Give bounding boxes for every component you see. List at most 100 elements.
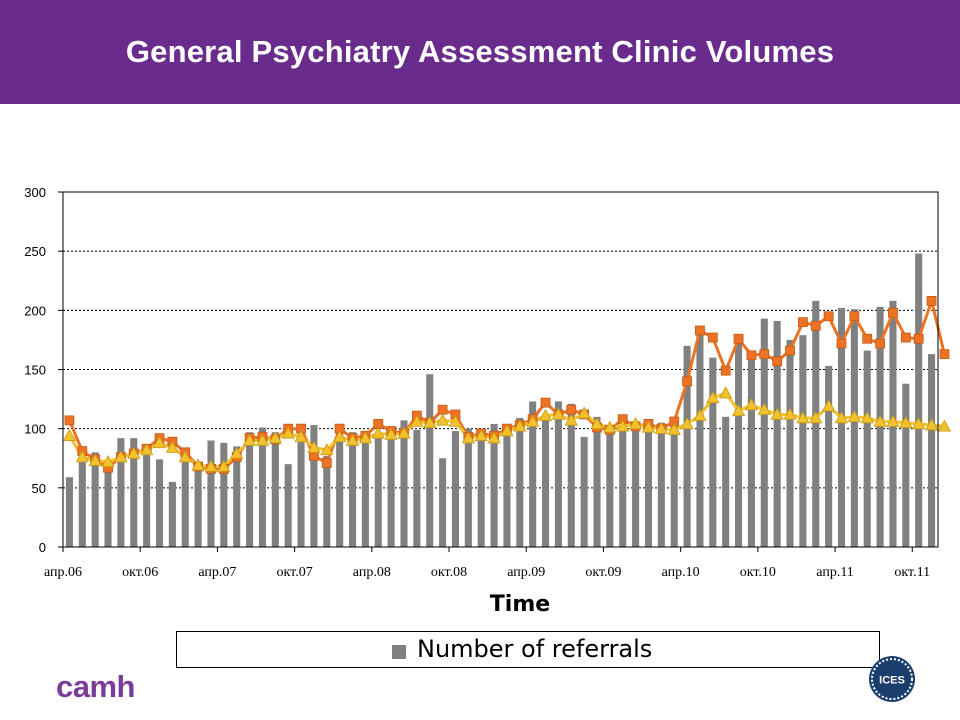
- line-point: [873, 414, 887, 427]
- bar: [516, 418, 524, 547]
- line-point: [101, 454, 115, 468]
- line-point: [320, 443, 334, 456]
- bar: [336, 428, 344, 547]
- bar: [928, 354, 936, 547]
- bar: [619, 429, 627, 547]
- line-point: [152, 436, 167, 449]
- line-point: [628, 417, 643, 430]
- line-point: [281, 426, 295, 439]
- line-point: [487, 431, 501, 444]
- line-point: [757, 402, 771, 415]
- line-point: [616, 419, 630, 432]
- line-point: [75, 450, 89, 463]
- x-tick-label: апр.10: [662, 565, 700, 580]
- bar: [529, 401, 537, 547]
- x-tick-label: окт.09: [585, 565, 621, 580]
- x-tick-label: апр.06: [44, 565, 82, 580]
- bar: [773, 320, 781, 547]
- line-point: [345, 433, 360, 446]
- line-point: [836, 338, 847, 349]
- line-point: [849, 311, 860, 322]
- line-point: [566, 404, 577, 415]
- line-point: [564, 413, 578, 426]
- bar: [541, 416, 550, 547]
- line-point: [809, 411, 823, 424]
- y-tick-label: 50: [32, 481, 46, 496]
- bar: [850, 309, 858, 547]
- bar: [554, 401, 562, 547]
- y-tick-label: 250: [24, 244, 46, 259]
- line-point: [88, 453, 102, 466]
- line-point: [139, 443, 154, 456]
- bar: [310, 425, 318, 547]
- line-point: [810, 320, 821, 331]
- x-tick-label: окт.07: [277, 565, 313, 580]
- bars: [65, 253, 936, 548]
- bar: [670, 416, 678, 547]
- line-point: [680, 417, 694, 430]
- y-tick-label: 200: [24, 303, 46, 318]
- x-tick-label: окт.06: [122, 565, 158, 580]
- bar: [863, 350, 871, 547]
- line-point: [900, 332, 911, 343]
- line-point: [731, 404, 746, 417]
- bar: [258, 427, 266, 547]
- line-point: [913, 333, 924, 344]
- x-tick-label: окт.10: [740, 565, 776, 580]
- line-point: [255, 433, 270, 446]
- bar: [657, 422, 665, 547]
- line-point: [733, 333, 744, 344]
- markers: [62, 295, 952, 474]
- line-point: [939, 349, 950, 360]
- line-point: [772, 356, 783, 367]
- line-point: [770, 407, 784, 420]
- bar: [361, 432, 369, 547]
- line-point: [127, 446, 141, 459]
- line-point: [924, 418, 939, 431]
- line-point: [577, 406, 591, 419]
- bar: [812, 300, 820, 547]
- bar: [477, 434, 485, 547]
- y-tick-label: 300: [24, 185, 46, 200]
- line-point: [590, 417, 604, 430]
- line-point: [888, 307, 898, 318]
- bar: [786, 339, 794, 547]
- bar: [168, 481, 176, 547]
- bar: [65, 477, 73, 547]
- line-point: [759, 349, 770, 360]
- line-point: [538, 408, 553, 421]
- bar: [284, 464, 292, 547]
- bar: [374, 434, 382, 547]
- line-point: [641, 420, 656, 433]
- x-tick-label: окт.11: [894, 565, 930, 580]
- bar: [155, 459, 164, 547]
- bar: [825, 365, 833, 547]
- line-point: [423, 415, 437, 428]
- bar: [117, 438, 125, 547]
- bar: [837, 307, 846, 547]
- bar: [130, 438, 138, 547]
- bar: [181, 455, 189, 547]
- line-point: [847, 410, 862, 423]
- bar: [413, 429, 421, 547]
- line-point: [242, 433, 257, 446]
- line-point: [358, 431, 373, 444]
- line-point: [371, 426, 385, 439]
- bar: [503, 427, 511, 547]
- line-point: [875, 338, 885, 349]
- line-point: [886, 414, 900, 427]
- bar: [632, 421, 640, 547]
- legend: Number of referrals: [176, 631, 880, 668]
- bar: [246, 432, 254, 547]
- line-point: [899, 415, 913, 428]
- page-title: General Psychiatry Assessment Clinic Vol…: [125, 34, 835, 69]
- line-point: [746, 350, 757, 361]
- line-point: [474, 428, 488, 441]
- line-point: [165, 440, 180, 453]
- line-point: [294, 430, 308, 443]
- x-axis-label: Time: [489, 592, 551, 617]
- bar: [194, 461, 202, 547]
- bar: [876, 306, 884, 547]
- axes: [58, 191, 939, 548]
